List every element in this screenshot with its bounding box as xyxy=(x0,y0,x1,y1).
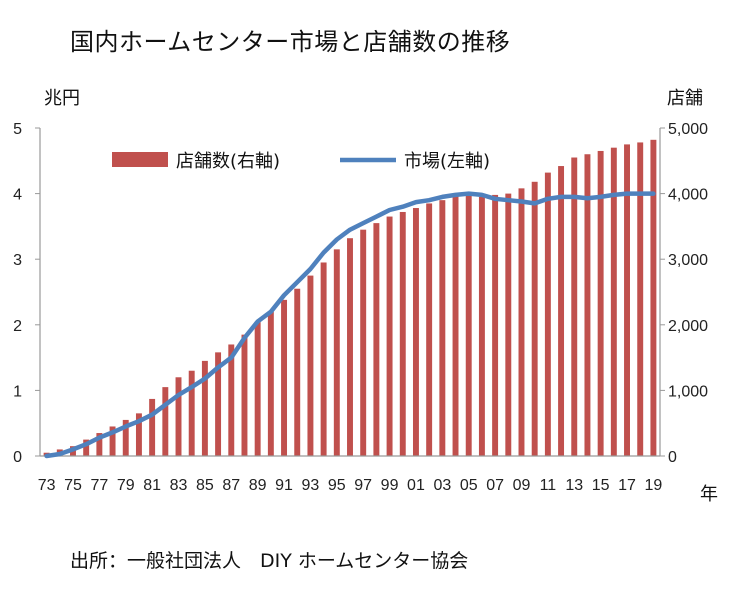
bar-78 xyxy=(109,426,116,456)
x-tick-label: 83 xyxy=(170,477,188,494)
bar-92 xyxy=(294,288,301,456)
bar-03 xyxy=(439,200,446,456)
bar-00 xyxy=(399,211,406,456)
x-tick-label: 89 xyxy=(249,477,267,494)
bar-01 xyxy=(412,208,419,456)
x-tick-label: 19 xyxy=(645,477,663,494)
bar-76 xyxy=(83,439,90,456)
x-tick-label: 73 xyxy=(38,477,56,494)
x-tick-label: 85 xyxy=(196,477,214,494)
bar-88 xyxy=(241,334,248,456)
bar-12 xyxy=(558,166,565,456)
chart-axes xyxy=(35,127,665,457)
bar-96 xyxy=(347,238,353,456)
bar-10 xyxy=(531,181,538,457)
x-tick-label: 11 xyxy=(540,477,557,494)
bar-83 xyxy=(175,377,182,456)
chart-legend: 店舗数(右軸) 市場(左軸) xyxy=(112,151,490,172)
x-tick-label: 09 xyxy=(513,477,531,494)
x-tick-label: 99 xyxy=(381,477,399,494)
legend-label-stores: 店舗数(右軸) xyxy=(176,151,280,172)
bar-07 xyxy=(492,194,499,457)
bar-81 xyxy=(149,398,156,456)
bar-95 xyxy=(333,249,340,456)
market-size-line xyxy=(44,191,656,459)
bar-13 xyxy=(571,157,578,456)
bar-19 xyxy=(650,139,657,457)
bar-09 xyxy=(518,188,525,457)
right-tick-label: 4,000 xyxy=(668,187,708,204)
x-tick-label: 13 xyxy=(565,477,583,494)
x-tick-label: 01 xyxy=(407,477,425,494)
bar-80 xyxy=(135,413,142,456)
bar-08 xyxy=(505,193,512,456)
bar-06 xyxy=(478,196,485,456)
legend-label-market: 市場(左軸) xyxy=(404,151,490,172)
x-tick-label: 93 xyxy=(302,477,320,494)
bar-93 xyxy=(307,275,314,456)
left-tick-label: 5 xyxy=(13,121,22,138)
line-series xyxy=(44,191,656,459)
right-axis-unit: 店舗 xyxy=(667,88,703,109)
bar-94 xyxy=(320,262,327,456)
left-tick-label: 4 xyxy=(13,187,22,204)
bar-11 xyxy=(544,172,551,456)
right-tick-label: 2,000 xyxy=(668,318,708,335)
bar-series xyxy=(43,139,657,457)
left-axis-unit: 兆円 xyxy=(44,88,80,109)
bar-79 xyxy=(122,419,129,456)
bar-82 xyxy=(162,387,169,456)
x-tick-label: 91 xyxy=(275,477,293,494)
x-tick-label: 79 xyxy=(117,477,135,494)
right-tick-label: 1,000 xyxy=(668,383,708,400)
right-tick-label: 3,000 xyxy=(668,252,708,269)
legend-swatch-bars xyxy=(112,152,168,167)
bar-85 xyxy=(201,360,208,456)
bar-99 xyxy=(386,216,393,456)
bar-84 xyxy=(188,370,195,456)
left-tick-label: 1 xyxy=(13,383,22,400)
bar-87 xyxy=(228,344,235,456)
bar-14 xyxy=(584,154,591,457)
x-tick-label: 95 xyxy=(328,477,346,494)
left-tick-label: 3 xyxy=(13,252,22,269)
bar-16 xyxy=(610,147,617,456)
bar-91 xyxy=(281,299,288,456)
bar-15 xyxy=(597,150,604,456)
bar-98 xyxy=(373,223,380,456)
bar-86 xyxy=(215,352,222,456)
source-note: 出所：一般社団法人 DIY ホームセンター協会 xyxy=(70,550,469,572)
right-tick-label: 0 xyxy=(668,449,677,466)
left-tick-label: 0 xyxy=(13,449,22,466)
x-tick-label: 75 xyxy=(64,477,82,494)
bar-97 xyxy=(360,229,367,456)
x-axis-unit: 年 xyxy=(700,484,718,505)
x-tick-label: 97 xyxy=(354,477,372,494)
right-tick-label: 5,000 xyxy=(668,121,708,138)
x-tick-label: 03 xyxy=(433,477,451,494)
bar-18 xyxy=(637,142,644,456)
bar-89 xyxy=(254,321,261,456)
bar-04 xyxy=(452,196,459,456)
chart-title: 国内ホームセンター市場と店舗数の推移 xyxy=(70,28,511,56)
x-tick-label: 87 xyxy=(222,477,240,494)
bar-17 xyxy=(624,144,630,456)
x-tick-label: 07 xyxy=(486,477,504,494)
x-tick-label: 77 xyxy=(90,477,108,494)
x-tick-label: 05 xyxy=(460,477,478,494)
bar-90 xyxy=(267,311,274,456)
x-tick-label: 81 xyxy=(143,477,161,494)
x-tick-label: 17 xyxy=(618,477,636,494)
bar-05 xyxy=(465,193,472,456)
bar-77 xyxy=(96,433,103,456)
x-tick-label: 15 xyxy=(592,477,610,494)
bar-02 xyxy=(426,203,433,456)
left-tick-label: 2 xyxy=(13,318,22,335)
